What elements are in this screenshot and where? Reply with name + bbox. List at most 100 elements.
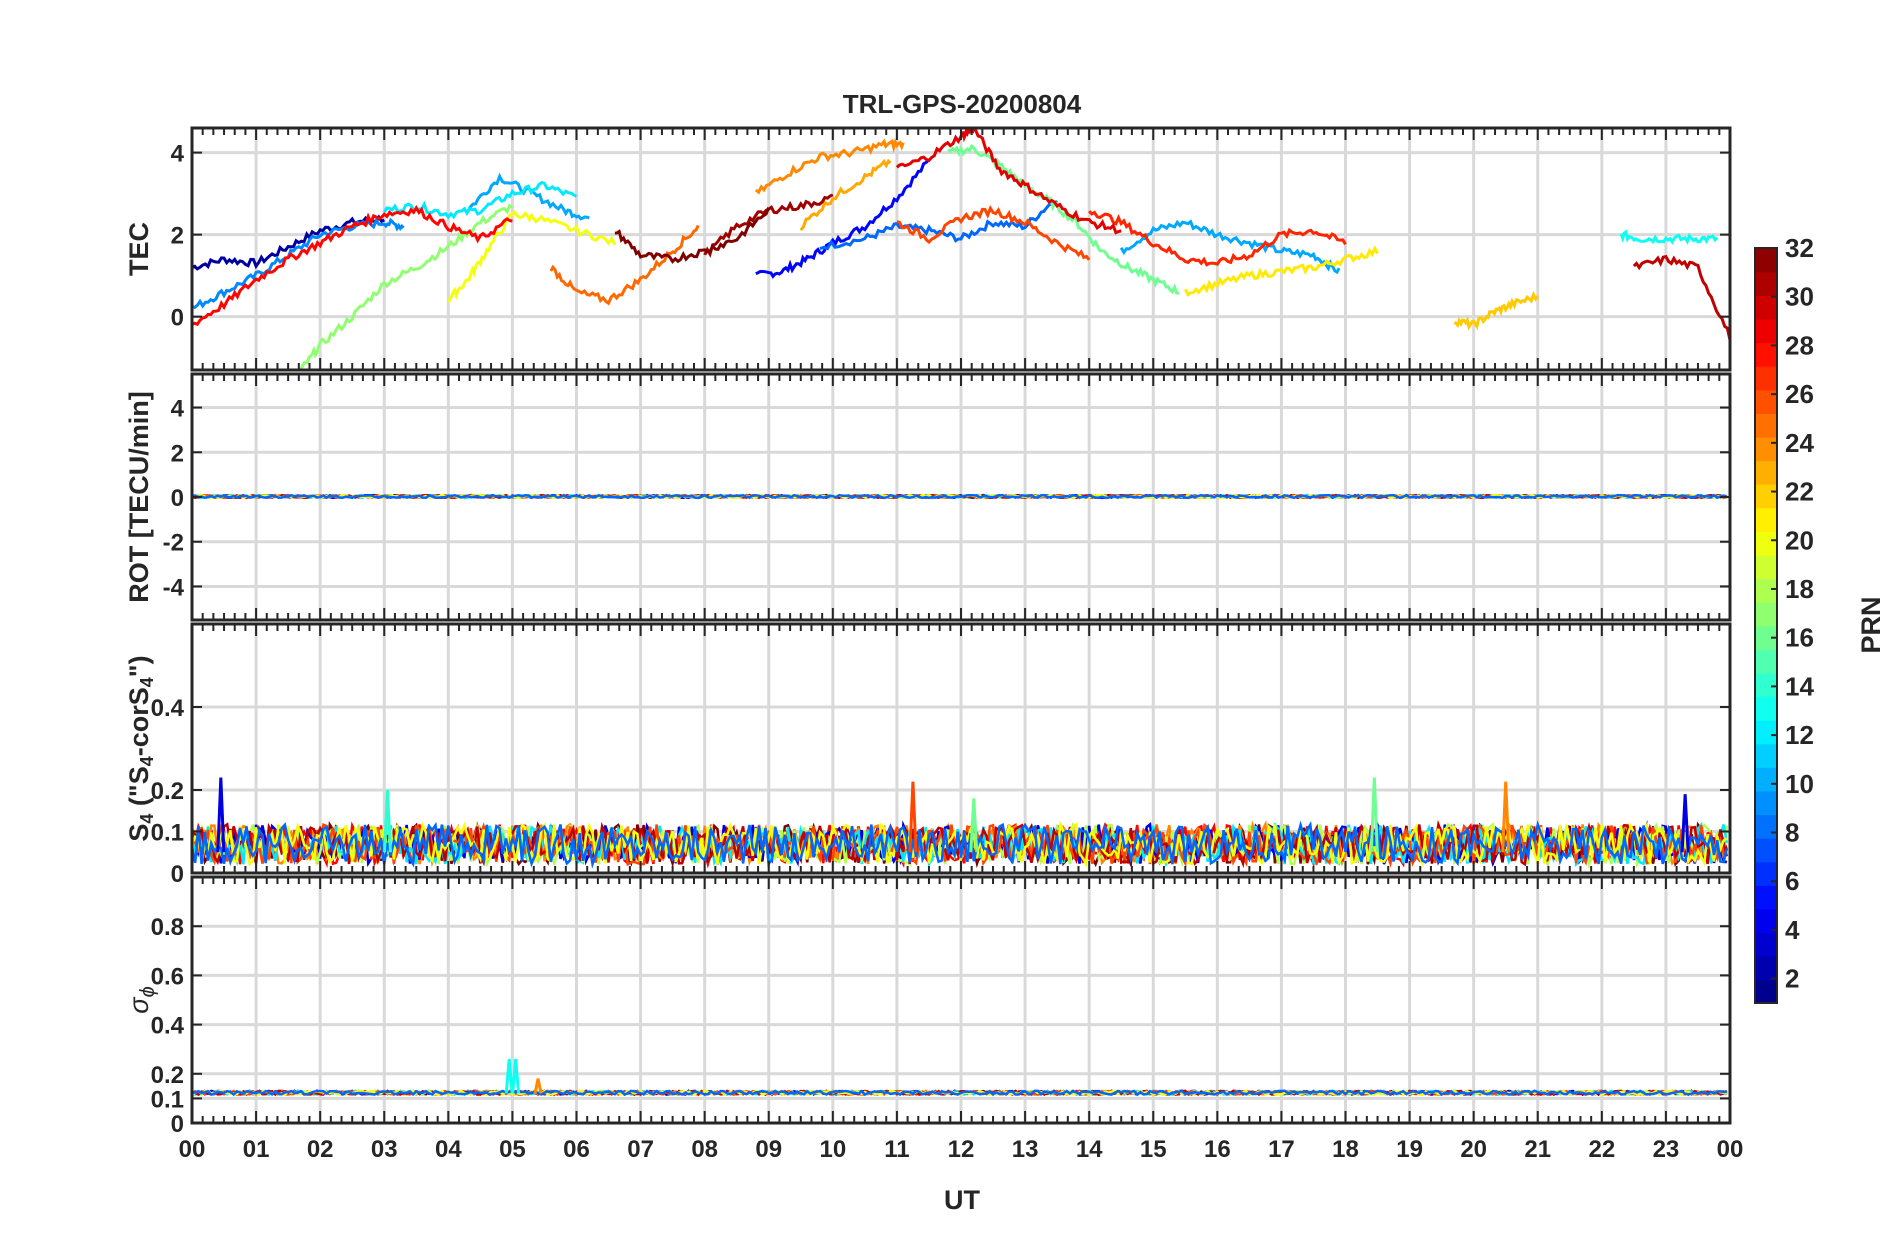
colorbar-bin <box>1755 649 1777 674</box>
x-tick-label: 06 <box>563 1136 590 1163</box>
tec-series-prn-32 <box>614 207 771 264</box>
x-tick-label: 05 <box>499 1136 526 1163</box>
y-tick-label: 2 <box>171 223 184 250</box>
y-tick-label: 0 <box>171 861 184 888</box>
x-tick-label: 20 <box>1460 1136 1487 1163</box>
x-tick-label: 16 <box>1204 1136 1231 1163</box>
x-tick-label: 21 <box>1524 1136 1551 1163</box>
tec-series-prn-26 <box>896 205 1091 261</box>
colorbar-tick-label: 26 <box>1785 379 1814 409</box>
colorbar-bin <box>1755 389 1777 414</box>
x-tick-label: 02 <box>307 1136 334 1163</box>
y-tick-label: 0 <box>171 485 184 512</box>
colorbar-bin <box>1755 672 1777 698</box>
colorbar-bin <box>1755 955 1777 981</box>
y-tick-label: 2 <box>171 440 184 467</box>
rot-noise-prn-8 <box>192 493 1728 500</box>
sigma-spike <box>504 1058 514 1094</box>
colorbar-bin <box>1755 460 1777 485</box>
s4-spike <box>1369 777 1379 853</box>
x-tick-label: 22 <box>1588 1136 1615 1163</box>
colorbar-bin <box>1755 318 1777 344</box>
s4-spike <box>216 777 226 853</box>
y-tick-label: -4 <box>163 574 185 601</box>
colorbar-bin <box>1755 861 1777 886</box>
sigma-spike <box>533 1078 543 1094</box>
colorbar-bin <box>1755 295 1777 320</box>
y-axis-label-s4: S4 ("S4-corS4") <box>124 655 157 841</box>
x-tick-label: 00 <box>1717 1136 1744 1163</box>
panel-tec-data <box>192 128 1730 370</box>
panel-s4-data <box>192 777 1729 869</box>
colorbar-bin <box>1755 342 1777 367</box>
colorbar-bin <box>1755 932 1777 957</box>
x-tick-label: 04 <box>435 1136 462 1163</box>
s4-spike <box>1501 781 1511 853</box>
colorbar-bin <box>1755 743 1777 768</box>
y-axis-label-tec: TEC <box>124 222 154 276</box>
x-tick-label: 18 <box>1332 1136 1359 1163</box>
y-tick-label: 0.4 <box>151 1013 185 1040</box>
y-tick-label: 4 <box>171 141 185 168</box>
colorbar-tick-label: 14 <box>1785 671 1814 701</box>
sigma-spike <box>511 1058 521 1094</box>
x-tick-label: 11 <box>884 1136 909 1163</box>
colorbar-bin <box>1755 436 1777 462</box>
s4-spike <box>382 789 392 853</box>
chart-title: TRL-GPS-20200804 <box>843 89 1082 119</box>
colorbar-tick-label: 20 <box>1785 525 1814 555</box>
x-tick-label: 03 <box>371 1136 398 1163</box>
tec-series-prn-21 <box>1183 245 1379 297</box>
y-tick-label: 0 <box>171 1111 184 1138</box>
colorbar-tick-label: 22 <box>1785 477 1814 507</box>
tec-series-prn-9 <box>192 217 405 310</box>
x-tick-label: 17 <box>1268 1136 1295 1163</box>
colorbar-tick-label: 28 <box>1785 330 1814 360</box>
x-tick-label: 19 <box>1396 1136 1423 1163</box>
colorbar-tick-label: 32 <box>1785 233 1814 263</box>
colorbar-bin <box>1755 790 1777 816</box>
colorbar-tick-label: 8 <box>1785 818 1799 848</box>
colorbar-bin <box>1755 483 1777 509</box>
colorbar-tick-label: 12 <box>1785 720 1814 750</box>
tec-series-prn-29 <box>895 128 1122 235</box>
colorbar-bin <box>1755 767 1777 792</box>
panel-sigma-data <box>192 1058 1728 1097</box>
s4-spike <box>969 798 979 853</box>
sigma-noise-prn-8 <box>192 1089 1727 1097</box>
y-tick-label: 0.2 <box>151 778 184 805</box>
y-tick-label: 0.6 <box>151 963 184 990</box>
colorbar-bin <box>1755 908 1777 934</box>
colorbar-label: PRN <box>1856 596 1886 653</box>
x-tick-label: 23 <box>1653 1136 1680 1163</box>
x-tick-label: 00 <box>179 1136 206 1163</box>
colorbar-bin <box>1755 578 1777 603</box>
colorbar-bin <box>1755 271 1777 296</box>
y-tick-label: -2 <box>163 530 184 557</box>
colorbar-tick-label: 2 <box>1785 964 1799 994</box>
y-tick-label: 0.1 <box>151 1086 184 1113</box>
colorbar-bin <box>1755 248 1777 273</box>
tec-series-prn-17 <box>299 203 514 370</box>
tec-series-prn-27 <box>1088 210 1347 267</box>
s4-spike <box>1680 794 1690 853</box>
y-axis-label-sigma: σϕ <box>124 986 159 1013</box>
y-tick-label: 0.2 <box>151 1062 184 1089</box>
colorbar-bin <box>1755 554 1777 580</box>
s4-spike <box>908 781 918 853</box>
tec-series-prn-28 <box>192 204 513 327</box>
colorbar-bin <box>1755 507 1777 532</box>
tec-series-prn-16 <box>947 143 1179 295</box>
x-tick-label: 08 <box>691 1136 718 1163</box>
tec-series-prn-23 <box>799 158 892 231</box>
colorbar-tick-label: 10 <box>1785 769 1814 799</box>
x-tick-label: 10 <box>819 1136 846 1163</box>
tec-series-prn-5 <box>755 158 931 279</box>
x-tick-label: 07 <box>627 1136 654 1163</box>
x-tick-label: 09 <box>755 1136 782 1163</box>
tec-series-prn-20 <box>447 210 617 304</box>
colorbar-tick-label: 30 <box>1785 282 1814 312</box>
y-tick-label: 0.4 <box>151 695 185 722</box>
colorbar-frame <box>1754 247 1778 1004</box>
